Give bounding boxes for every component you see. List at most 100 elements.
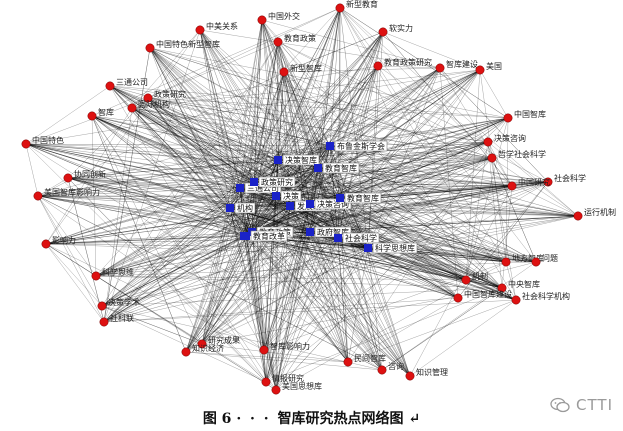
core-node-label: 决策智库 (285, 155, 317, 165)
network-edge (201, 181, 549, 345)
peripheral-node (63, 173, 73, 183)
network-edge (185, 197, 341, 353)
peripheral-node (181, 347, 191, 357)
network-edge (185, 237, 339, 353)
network-edge (239, 187, 383, 371)
peripheral-node-label: 影响力 (52, 235, 76, 245)
core-node (306, 200, 314, 208)
network-edge (329, 145, 517, 301)
network-edge (103, 207, 231, 323)
network-edge (275, 195, 411, 377)
network-edge (199, 29, 277, 197)
peripheral-node (261, 377, 271, 387)
core-node (236, 184, 244, 192)
core-node (286, 202, 294, 210)
network-edge (37, 195, 105, 323)
network-edge (91, 115, 203, 345)
network-edge (45, 243, 277, 391)
network-edge (243, 235, 277, 391)
peripheral-node-label: 智库影响力 (270, 341, 310, 351)
peripheral-node (487, 153, 497, 163)
network-edge (229, 207, 537, 263)
peripheral-node-label: 中央智库 (508, 279, 540, 289)
network-edge (367, 67, 441, 249)
network-edge (67, 177, 247, 237)
network-edge (101, 145, 331, 307)
peripheral-node (145, 43, 155, 53)
network-edge (37, 195, 383, 371)
network-edge (339, 65, 379, 199)
network-edge (67, 177, 311, 205)
network-edge (243, 235, 383, 371)
network-edge (201, 231, 253, 345)
network-edge (253, 181, 579, 217)
network-edge (263, 69, 481, 351)
peripheral-node-label: 社会科学机构 (522, 291, 570, 301)
network-edge (245, 235, 383, 371)
peripheral-node-label: 民间智库 (354, 353, 386, 363)
peripheral-node-label: 决策学术 (108, 297, 140, 307)
core-node (250, 178, 258, 186)
peripheral-node (543, 177, 553, 187)
figure-caption: 图 6 · · · 智库研究热点网络图 ↵ (0, 408, 623, 428)
peripheral-node-label: 政策研究 (154, 89, 186, 99)
network-edge (479, 69, 509, 119)
peripheral-node (279, 67, 289, 77)
network-edge (251, 231, 411, 377)
network-edge (439, 67, 549, 183)
network-edge (91, 115, 231, 209)
network-edge (103, 29, 201, 323)
core-node (274, 156, 282, 164)
core-node-label-box (334, 140, 388, 152)
network-edge (245, 235, 503, 289)
network-edge (67, 177, 277, 391)
network-edge (103, 31, 384, 323)
network-edge (25, 143, 493, 159)
network-edge (201, 19, 263, 345)
network-edge (91, 115, 97, 277)
network-edge (201, 287, 503, 345)
core-node-label: 政策研究 (261, 177, 293, 187)
network-edge (277, 41, 489, 143)
network-edge (277, 159, 517, 301)
core-node (334, 234, 342, 242)
peripheral-node (531, 257, 541, 267)
network-edge (45, 107, 133, 245)
network-edge (37, 181, 255, 197)
peripheral-node-label: 中美关系 (206, 21, 238, 31)
peripheral-node-label: 决策咨询 (494, 133, 526, 143)
network-edge (95, 185, 513, 277)
peripheral-node-label: 新型智库 (290, 63, 322, 73)
peripheral-node (91, 271, 101, 281)
edge-layer (25, 7, 579, 391)
network-edge (131, 107, 279, 161)
network-edge (103, 145, 331, 323)
peripheral-node (378, 27, 388, 37)
peripheral-node-label: 教育政策 (284, 33, 316, 43)
peripheral-node (143, 93, 153, 103)
network-edge (229, 207, 245, 237)
peripheral-node-label: 知识管理 (416, 367, 448, 377)
network-edge (147, 97, 493, 159)
core-node-label: 科学思想库 (375, 243, 415, 253)
core-node-label: 教育智库 (347, 193, 379, 203)
core-node (242, 232, 250, 240)
network-edge (309, 145, 331, 233)
network-edge (367, 247, 503, 289)
network-edge (147, 7, 341, 99)
peripheral-node-label: 社科联 (110, 313, 134, 323)
network-edge (45, 243, 537, 263)
peripheral-node-label: 美国思想库 (282, 381, 322, 391)
network-edge (309, 203, 537, 263)
network-edge (45, 145, 331, 245)
network-edge (245, 181, 549, 237)
network-edge (103, 41, 279, 323)
network-edge (245, 19, 263, 237)
network-edge (329, 145, 513, 187)
network-edge (277, 41, 549, 183)
network-edge (317, 167, 341, 199)
network-edge (367, 181, 549, 249)
